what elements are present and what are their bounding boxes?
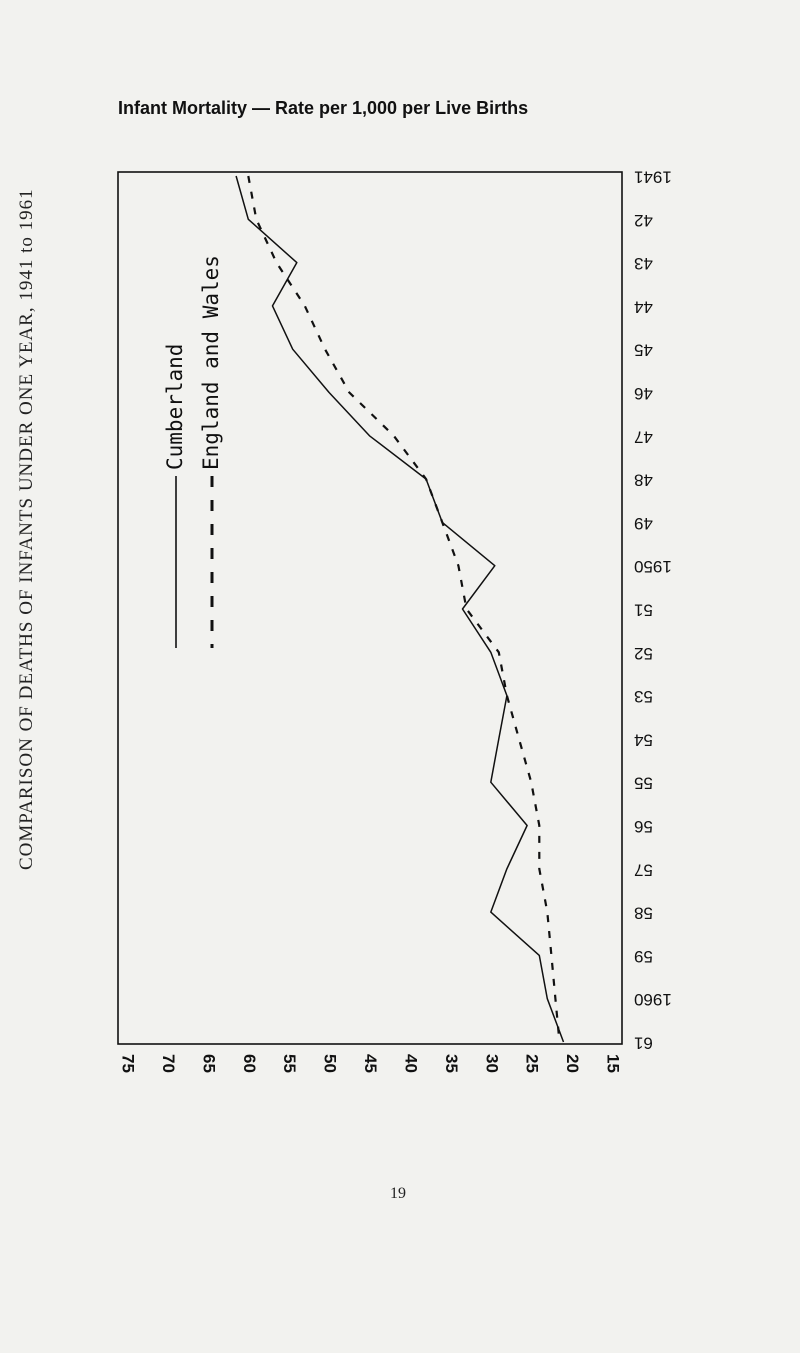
series-line-cumberland	[236, 176, 563, 1042]
year-tick-label: 48	[634, 471, 653, 490]
year-tick-label: 58	[634, 904, 653, 923]
year-tick-label: 47	[634, 427, 653, 446]
year-tick-label: 42	[634, 211, 653, 230]
year-tick-label: 46	[634, 384, 653, 403]
year-tick-label: 54	[634, 730, 653, 749]
year-tick-label: 44	[634, 297, 653, 316]
year-tick-labels: 1941 42 43 44 45 46 47 48 49 1950 51 52 53 54 55 56 57 58…	[634, 168, 672, 1053]
plot-frame	[118, 172, 622, 1044]
page-number: 19	[390, 1185, 406, 1203]
rate-tick-label: 60	[240, 1054, 259, 1073]
rate-tick-label: 40	[401, 1054, 420, 1073]
rate-tick-label: 45	[361, 1054, 380, 1073]
rate-tick-label: 55	[280, 1054, 299, 1073]
year-tick-label: 51	[634, 601, 653, 620]
legend: Cumberland England and Wales	[163, 255, 223, 648]
rate-tick-label: 70	[159, 1054, 178, 1073]
year-tick-label: 61	[634, 1034, 653, 1053]
year-tick-label: 43	[634, 254, 653, 273]
rate-tick-label: 35	[442, 1054, 461, 1073]
rate-tick-label: 30	[482, 1054, 501, 1073]
year-tick-label: 1950	[634, 557, 672, 576]
rate-tick-label: 75	[119, 1054, 138, 1073]
year-tick-label: 1941	[634, 168, 672, 187]
year-tick-label: 56	[634, 817, 653, 836]
legend-label: Cumberland	[163, 344, 187, 470]
year-tick-label: 55	[634, 774, 653, 793]
rate-tick-label: 15	[604, 1054, 623, 1073]
rate-tick-label: 50	[321, 1054, 340, 1073]
rate-tick-label: 65	[199, 1054, 218, 1073]
legend-label: England and Wales	[199, 255, 223, 470]
year-tick-label: 45	[634, 341, 653, 360]
series-line-england-wales	[248, 176, 559, 1042]
rate-tick-label: 25	[523, 1054, 542, 1073]
year-tick-label: 59	[634, 947, 653, 966]
rate-tick-labels: 75 70 65 60 55 50 45 40 35 30 25 20 15	[119, 1054, 623, 1073]
plot-border	[118, 172, 622, 1044]
year-tick-label: 57	[634, 860, 653, 879]
year-tick-label: 1960	[634, 990, 672, 1009]
series-lines	[236, 176, 563, 1042]
rate-tick-label: 20	[563, 1054, 582, 1073]
year-tick-label: 49	[634, 514, 653, 533]
year-tick-label: 52	[634, 644, 653, 663]
year-tick-label: 53	[634, 687, 653, 706]
